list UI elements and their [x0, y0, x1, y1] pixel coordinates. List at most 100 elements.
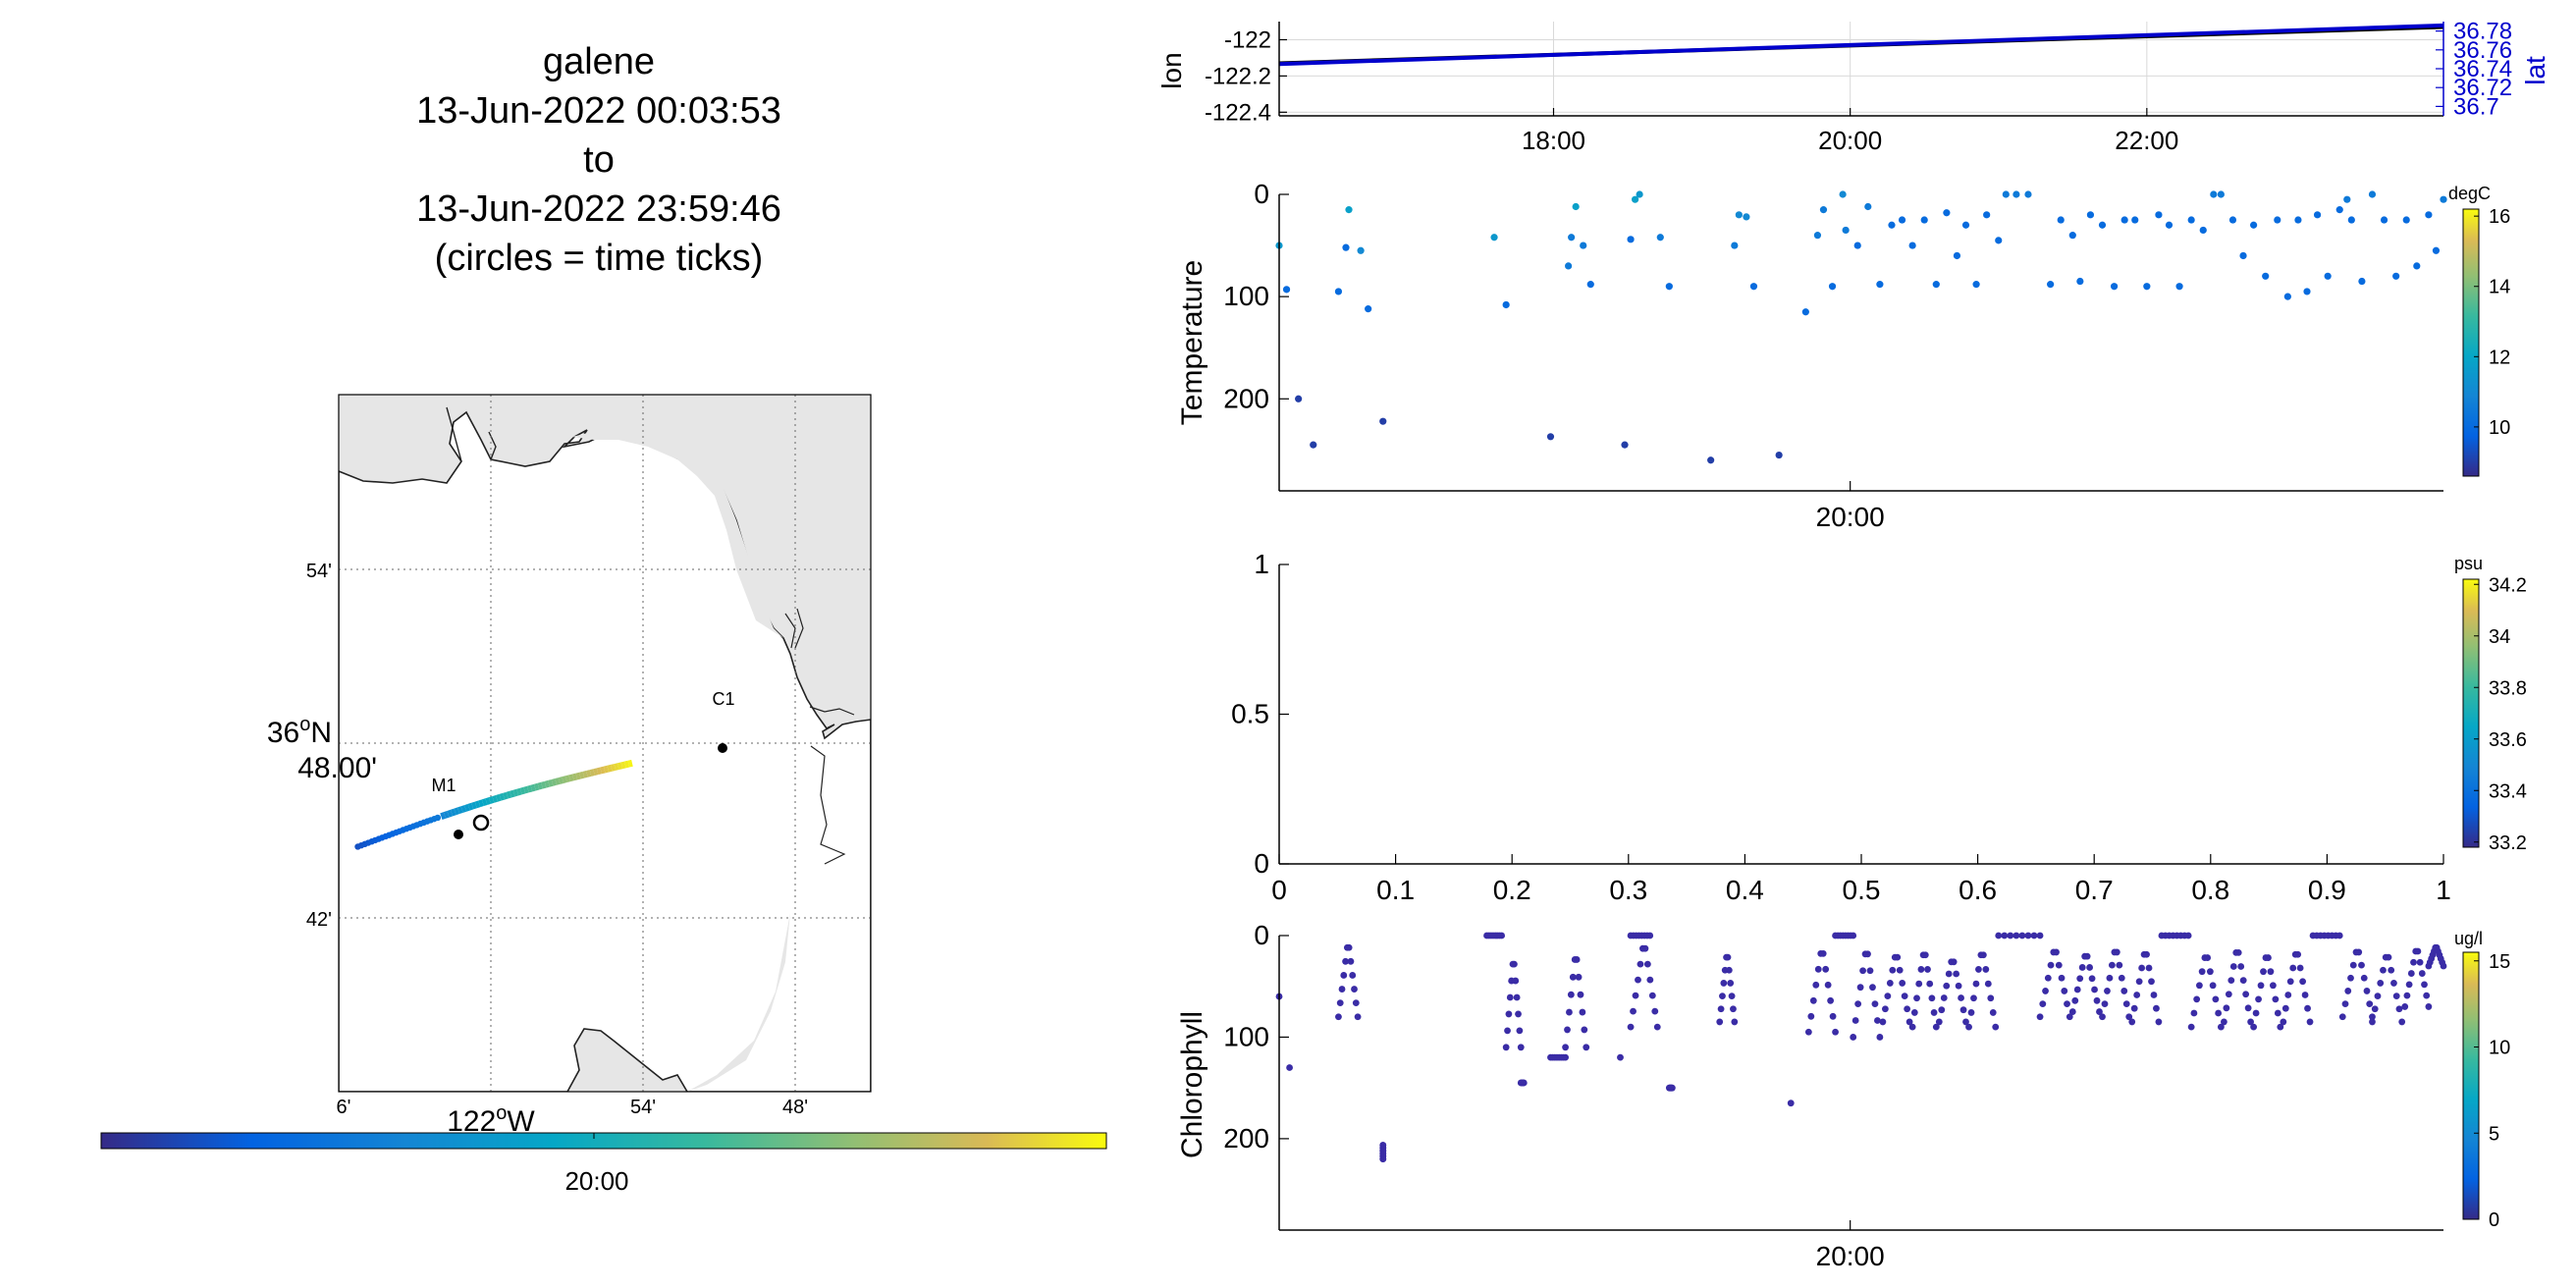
colorbar-tick-label: 33.8 [2489, 677, 2527, 699]
track-segment [533, 782, 540, 791]
chlorophyll-point [1928, 994, 1936, 1002]
chlorophyll-point [2099, 1013, 2106, 1021]
chlorophyll-point [1979, 951, 1987, 959]
temperature-point [1568, 234, 1576, 242]
chlorophyll-point [2289, 964, 2297, 972]
chlorophyll-point [2145, 964, 2153, 972]
time-tick-circle [472, 814, 490, 832]
temperature-point [1735, 211, 1743, 219]
track-segment [512, 788, 519, 797]
temperature-point [2175, 283, 2183, 291]
colorbar-tick-label: 33.4 [2489, 780, 2527, 802]
chlorophyll-point [2086, 964, 2093, 971]
track-segment [456, 806, 463, 815]
chlorophyll-point [2401, 1003, 2409, 1010]
chlorophyll-point [1583, 1044, 1590, 1051]
temperature-point [2086, 211, 2095, 219]
chl-ylabel: Chlorophyll [1176, 1011, 1208, 1158]
chlorophyll-point [1972, 980, 1980, 988]
chlorophyll-point [1874, 1017, 1881, 1024]
figure-title: galene 13-Jun-2022 00:03:53 to 13-Jun-20… [324, 37, 874, 283]
temp-x-ticks: 20:00 [1816, 481, 1885, 532]
track-segment [607, 764, 613, 773]
chlorophyll-point [1852, 1017, 1859, 1024]
chlorophyll-point [1717, 1005, 1725, 1013]
temperature-point [1636, 190, 1643, 198]
chlorophyll-point [2425, 1003, 2433, 1010]
chlorophyll-point [1958, 994, 1964, 1001]
lonlat-right-tick-label: 36.76 [2453, 37, 2512, 64]
chlorophyll-point [2355, 948, 2363, 956]
chlorophyll-point [2118, 974, 2125, 982]
temperature-point [1546, 433, 1555, 441]
chlorophyll-point [2104, 988, 2111, 994]
temperature-point [1565, 262, 1573, 270]
chlorophyll-point [1635, 976, 1641, 984]
track-segment [564, 775, 571, 783]
y-tick-label: 100 [1223, 281, 1269, 311]
x-tick-label: 0.3 [1609, 875, 1647, 905]
chlorophyll-panel: 0 100 200 20:00 Chlorophyll ug/l 15 10 5 0 [1176, 920, 2510, 1271]
chlorophyll-point [2036, 932, 2044, 939]
chlorophyll-point [1505, 1010, 1513, 1018]
chlorophyll-point [1577, 991, 1584, 998]
chlorophyll-point [1809, 996, 1817, 1004]
temperature-point [2283, 293, 2291, 300]
temperature-point [2068, 232, 2076, 240]
chlorophyll-point [1884, 993, 1892, 999]
chlorophyll-point [2405, 981, 2413, 989]
temperature-point [2343, 195, 2351, 203]
map-grid [339, 395, 871, 1092]
lon-lat-panel: -122 -122.2 -122.4 36.7836.7636.7436.7236.… [1156, 19, 2550, 155]
chlorophyll-point [1896, 966, 1904, 974]
chlorophyll-point [1517, 1044, 1525, 1051]
chlorophyll-point [1876, 1034, 1884, 1041]
chlorophyll-point [2007, 932, 2014, 939]
temperature-point [1342, 243, 1350, 251]
y-tick-label: 0 [1254, 179, 1269, 209]
chlorophyll-point [1630, 1007, 1637, 1015]
chlorophyll-point [2371, 1005, 2379, 1013]
chlorophyll-point [1832, 1028, 1839, 1036]
track-segment [495, 793, 502, 802]
chlorophyll-point [2306, 1018, 2314, 1026]
chlorophyll-point [2418, 970, 2426, 977]
temperature-point [1839, 190, 1847, 198]
temperature-point [1908, 242, 1916, 249]
chlorophyll-point [2398, 1018, 2406, 1026]
chlorophyll-point [1731, 1018, 1739, 1026]
chlorophyll-point [1720, 980, 1728, 987]
chlorophyll-point [1646, 976, 1654, 984]
chlorophyll-point [2344, 988, 2352, 994]
temperature-point [1580, 242, 1587, 249]
chlorophyll-point [1924, 966, 1931, 973]
chlorophyll-point [1345, 943, 1353, 951]
chlorophyll-point [2269, 982, 2277, 990]
chlorophyll-point [1829, 1012, 1837, 1020]
chlorophyll-point [2064, 1000, 2070, 1007]
colorbar-tick-label: 10 [2489, 1038, 2510, 1059]
chlorophyll-point [2247, 1018, 2254, 1026]
chlorophyll-point [2234, 948, 2242, 956]
map-ytick-54: 54' [306, 561, 332, 582]
chlorophyll-point [1995, 932, 2003, 939]
map-xtick-48: 48' [782, 1097, 808, 1118]
chlorophyll-point [2223, 1004, 2230, 1012]
temperature-point [1775, 451, 1783, 459]
temperature-point [1656, 234, 1664, 242]
chlorophyll-point [1724, 953, 1732, 961]
map-xlabel-deg-sign: o [496, 1102, 507, 1124]
temperature-point [1819, 206, 1828, 214]
chlorophyll-point [1510, 960, 1518, 968]
title-vehicle: galene [542, 41, 656, 82]
temperature-point [1572, 202, 1580, 211]
chlorophyll-point [2227, 977, 2235, 985]
chlorophyll-point [2410, 958, 2417, 966]
lonlat-right-tick-label: 36.72 [2453, 75, 2512, 101]
chlorophyll-point [1959, 1006, 1967, 1014]
chlorophyll-point [2047, 961, 2055, 969]
temperature-panel: 0 100 200 20:00 Temperature degC 16 14 12 10 [1176, 179, 2510, 532]
chl-colorbar-ticks: 15 10 5 0 [2474, 951, 2510, 1231]
track-segment [617, 762, 623, 771]
chlorophyll-point [2091, 986, 2098, 993]
